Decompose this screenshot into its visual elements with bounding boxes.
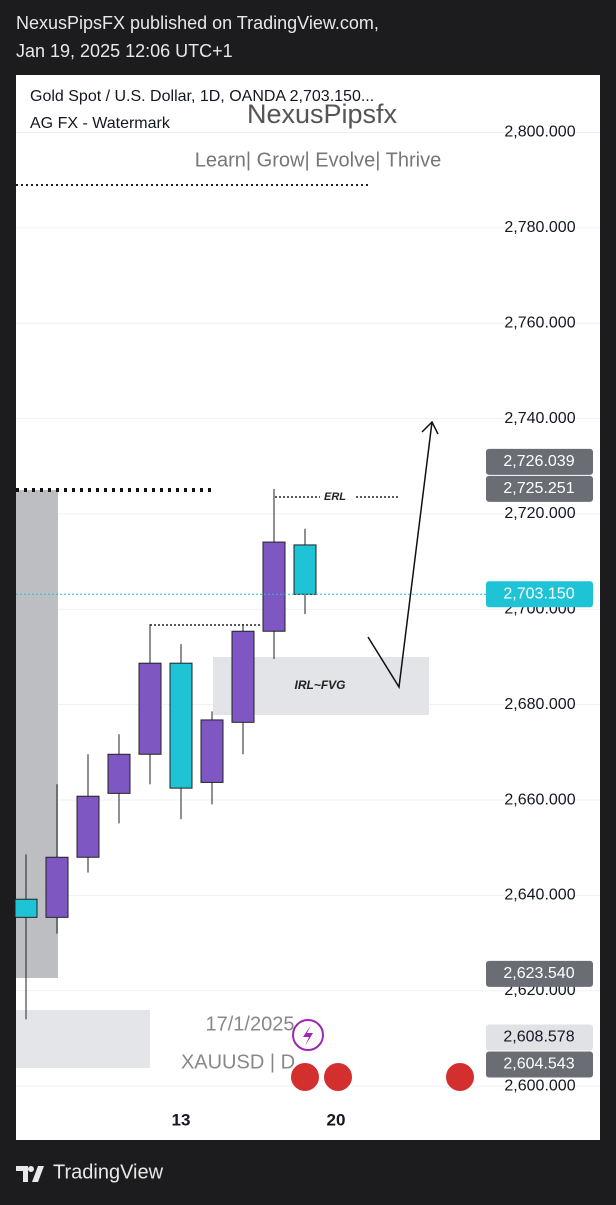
price-tag-label: 2,703.150 (503, 586, 574, 603)
price-tag-label: 2,623.540 (503, 965, 574, 982)
y-tick-label: 2,800.000 (504, 124, 575, 141)
watermark-ticker: XAUUSD | D (181, 1051, 295, 1073)
legend-symbol: Gold Spot / U.S. Dollar, 1D, OANDA 2,703… (30, 88, 374, 105)
price-tag (486, 475, 593, 502)
watermark-date: 17/1/2025 (206, 1013, 295, 1035)
y-tick-label: 2,720.000 (504, 505, 575, 522)
price-tag (486, 960, 593, 987)
x-tick-label: 20 (327, 1110, 346, 1129)
y-tick-label: 2,660.000 (504, 791, 575, 808)
price-tag (486, 448, 593, 475)
price-tag (486, 1024, 593, 1051)
arrow-head (421, 420, 439, 435)
y-tick-label: 2,760.000 (504, 314, 575, 331)
price-tag (486, 581, 593, 608)
flag-icon[interactable] (322, 1061, 354, 1093)
y-tick-label: 2,640.000 (504, 887, 575, 904)
candle-body (169, 662, 193, 789)
price-tag-label: 2,726.039 (503, 453, 574, 470)
y-tick-label: 2,600.000 (504, 1077, 575, 1094)
candle-body (231, 630, 255, 723)
candle-body (262, 541, 286, 632)
flag-icon[interactable] (444, 1061, 476, 1093)
flag-icons (289, 1061, 476, 1093)
candle-body (45, 856, 69, 918)
annotation-label: ERL (324, 491, 346, 503)
footer-brand: TradingView (53, 1161, 164, 1183)
candle-body (138, 662, 162, 755)
price-tag (486, 1051, 593, 1078)
zone-box (16, 1010, 150, 1068)
watermark-tagline: Learn| Grow| Evolve| Thrive (195, 149, 441, 171)
price-tag-label: 2,608.578 (503, 1029, 574, 1046)
candle-body (14, 898, 38, 918)
annotation-label: IRL~FVG (294, 678, 345, 692)
y-tick-label: 2,780.000 (504, 219, 575, 236)
candle-body (200, 719, 224, 783)
legend-indicator: AG FX - Watermark (30, 115, 171, 132)
flag-icon[interactable] (289, 1061, 321, 1093)
event-icon-bolt (303, 1025, 313, 1046)
y-tick-label: 2,740.000 (504, 410, 575, 427)
arrow (367, 421, 433, 690)
price-tag-label: 2,725.251 (503, 480, 574, 497)
watermark-name: NexusPipsfx (247, 99, 398, 129)
price-tag-label: 2,604.543 (503, 1056, 574, 1073)
y-tick-label: 2,680.000 (504, 696, 575, 713)
header-line: NexusPipsFX published on TradingView.com… (16, 13, 379, 33)
footer-logo (16, 1166, 44, 1182)
x-tick-label: 13 (172, 1110, 191, 1129)
candle-body (107, 753, 131, 794)
header-line: Jan 19, 2025 12:06 UTC+1 (16, 41, 233, 61)
plot: ERL IRL~FVG 13 20 2,800.000 2,780.000 2,760.00… (14, 124, 600, 1129)
candle-body (293, 544, 317, 595)
candle-body (76, 795, 100, 858)
